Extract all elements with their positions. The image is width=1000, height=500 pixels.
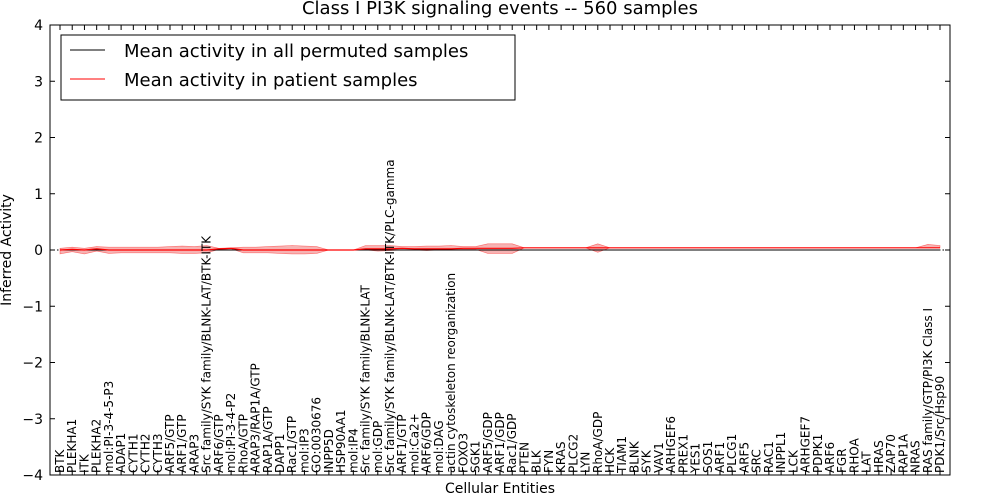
legend-label-patient: Mean activity in patient samples xyxy=(124,70,418,91)
y-tick-label: −3 xyxy=(22,412,43,428)
x-tick-label: mol:PI-3-4-5-P3 xyxy=(102,381,116,473)
x-tick-label: HSP90AA1 xyxy=(334,409,348,473)
x-tick-label: SYK xyxy=(640,449,654,473)
x-tick-label: TIAM1 xyxy=(615,436,629,474)
x-tick-label: ARF1 xyxy=(713,442,727,473)
x-tick-label: Rac1/GTP xyxy=(285,416,299,473)
x-tick-label: ARF5/GDP xyxy=(481,412,495,473)
x-tick-label: ZAP70 xyxy=(884,434,898,473)
y-tick-label: −4 xyxy=(22,468,43,484)
x-tick-label: LYN xyxy=(579,452,593,473)
x-tick-label: FYN xyxy=(542,450,556,473)
x-tick-label: CYTH2 xyxy=(139,434,153,474)
x-tick-label: ARAP3 xyxy=(187,434,201,473)
y-tick-label: 0 xyxy=(34,243,43,259)
x-tick-label: INPPL1 xyxy=(774,432,788,473)
x-tick-label: SGK1 xyxy=(469,441,483,473)
x-tick-label: FGR xyxy=(835,448,849,473)
x-tick-label: HRAS xyxy=(872,440,886,473)
y-tick-label: −2 xyxy=(22,356,43,372)
x-tick-label: mol:DAG xyxy=(432,420,446,473)
x-tick-label: LCK xyxy=(786,449,800,473)
y-tick-label: −1 xyxy=(22,299,43,315)
x-tick-label: PLCG1 xyxy=(725,434,739,473)
x-tick-label: actin cytoskeleton reorganization xyxy=(444,273,458,473)
x-tick-label: mol:GDP xyxy=(371,421,385,473)
x-tick-label: KRAS xyxy=(554,441,568,473)
x-tick-label: CYTH1 xyxy=(126,434,140,474)
y-axis-label: Inferred Activity xyxy=(0,194,15,306)
x-tick-label: ITK xyxy=(77,453,91,473)
x-axis-label: Cellular Entities xyxy=(445,481,555,497)
x-tick-label: ARF6 xyxy=(823,442,837,473)
x-tick-label: ADAP1 xyxy=(114,433,128,473)
x-tick-label: LAT xyxy=(860,451,874,473)
x-tick-label: RhoA/GTP xyxy=(236,414,250,473)
x-tick-label: ARF5 xyxy=(737,442,751,473)
plot-frame xyxy=(49,24,951,476)
x-tick-label: RAS family/GTP/PI3K Class I xyxy=(921,308,935,473)
x-tick-label: ARF6/GDP xyxy=(420,412,434,473)
x-tick-label: Rac1/GDP xyxy=(505,414,519,473)
x-tick-label: CYTH3 xyxy=(151,434,165,474)
y-tick-label: 3 xyxy=(34,74,43,90)
y-tick-label: 1 xyxy=(34,187,43,203)
legend-box xyxy=(60,34,516,101)
series-line-patient xyxy=(59,247,940,251)
x-tick-label: mol:IP4 xyxy=(346,428,360,473)
x-tick-label: HCK xyxy=(603,447,617,473)
x-tick-label: BLK xyxy=(530,449,544,473)
x-axis: BTKPLEKHA1ITKPLEKHA2mol:PI-3-4-5-P3ADAP1… xyxy=(53,25,947,475)
x-tick-label: NRAS xyxy=(909,440,923,473)
x-tick-label: ARF5/GTP xyxy=(163,414,177,473)
x-tick-label: FOXO3 xyxy=(456,433,470,473)
legend-label-permuted: Mean activity in all permuted samples xyxy=(124,41,468,62)
x-tick-label: PTEN xyxy=(517,442,531,473)
x-tick-label: ARF1/GTP xyxy=(175,414,189,473)
y-tick-label: 4 xyxy=(34,18,43,34)
x-tick-label: SRC xyxy=(750,449,764,473)
x-tick-label: SOS1 xyxy=(701,441,715,473)
x-tick-label: Src family/SYK family/BLNK-LAT xyxy=(359,284,373,473)
x-tick-label: PDK1/Src/Hsp90 xyxy=(933,376,947,473)
x-tick-label: YES1 xyxy=(689,443,703,474)
x-tick-label: PLEKHA1 xyxy=(65,419,79,473)
x-tick-label: PREX1 xyxy=(676,434,690,473)
x-tick-label: PLEKHA2 xyxy=(90,419,104,473)
x-tick-label: RhoA/GDP xyxy=(591,412,605,473)
x-tick-label: RHOA xyxy=(847,437,861,473)
x-tick-label: mol:PI-3-4-P2 xyxy=(224,393,238,473)
x-tick-label: BLNK xyxy=(627,440,641,473)
x-tick-label: RAP1A xyxy=(896,433,910,473)
x-tick-label: ARF1/GTP xyxy=(395,414,409,473)
x-tick-label: GO:0030676 xyxy=(310,397,324,473)
x-tick-label: mol:Ca2+ xyxy=(407,413,421,473)
x-tick-label: ARF1/GDP xyxy=(493,412,507,473)
x-tick-label: DAPP1 xyxy=(273,434,287,473)
x-tick-label: ARHGEF7 xyxy=(799,416,813,473)
x-tick-label: ARHGEF6 xyxy=(664,416,678,473)
y-axis: −4 −3 −2 −1 0 1 2 3 4 xyxy=(22,18,950,484)
x-tick-label: ARAP3/RAP1A/GTP xyxy=(249,363,263,473)
x-tick-label: VAV1 xyxy=(652,442,666,473)
x-tick-label: mol:IP3 xyxy=(297,428,311,473)
x-tick-label: RAP1A/GTP xyxy=(261,406,275,473)
legend: Mean activity in all permuted samples Me… xyxy=(60,34,516,101)
x-tick-label: Src family/SYK family/BLNK-LAT/BTK-ITK xyxy=(200,235,214,473)
plot-area xyxy=(50,243,950,255)
x-tick-label: ARF6/GTP xyxy=(212,414,226,473)
x-tick-label: Src family/SYK family/BLNK-LAT/BTK-ITK/P… xyxy=(383,159,397,473)
x-tick-label: RAC1 xyxy=(762,441,776,473)
x-tick-label: INPP5D xyxy=(322,429,336,473)
x-tick-label: PDPK1 xyxy=(811,434,825,473)
y-tick-label: 2 xyxy=(34,131,43,147)
x-tick-label: BTK xyxy=(53,448,67,473)
x-tick-label: PLCG2 xyxy=(566,434,580,473)
chart-title: Class I PI3K signaling events -- 560 sam… xyxy=(302,0,698,19)
